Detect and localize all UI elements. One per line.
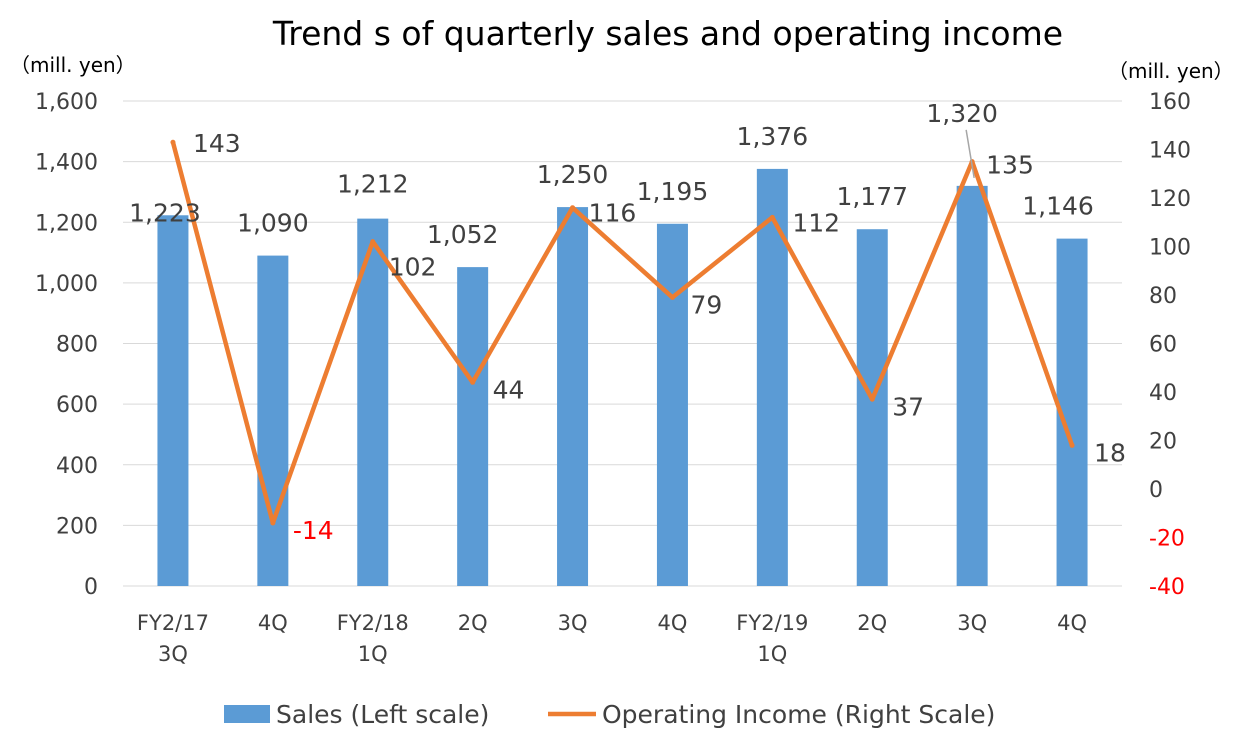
sales-data-label: 1,223	[129, 198, 201, 227]
operating-income-point	[170, 139, 176, 145]
left-tick-label: 200	[56, 514, 98, 539]
x-tick-label: 2Q	[857, 611, 887, 635]
left-tick-label: 1,600	[35, 90, 98, 115]
sales-data-label: 1,320	[926, 99, 998, 128]
operating-income-data-label: 143	[193, 129, 241, 158]
x-tick-label: FY2/19	[736, 611, 808, 635]
sales-data-label: 1,052	[427, 220, 499, 249]
sales-bar	[756, 168, 788, 586]
x-tick-label: 3Q	[558, 611, 588, 635]
sales-label-leader-line	[965, 129, 975, 178]
sales-bar	[257, 255, 289, 586]
right-tick-label: -20	[1149, 527, 1185, 552]
sales-data-label: 1,177	[836, 182, 908, 211]
chart-title: Trend s of quarterly sales and operating…	[272, 14, 1063, 53]
left-axis-unit: （mill. yen）	[10, 53, 136, 77]
operating-income-point	[1069, 442, 1075, 448]
right-tick-label: 40	[1149, 381, 1177, 406]
operating-income-point	[570, 205, 576, 211]
sales-bar	[357, 218, 389, 587]
x-tick-label: 4Q	[258, 611, 288, 635]
operating-income-data-label: 37	[892, 392, 924, 421]
right-tick-label: 60	[1149, 333, 1177, 358]
right-tick-label: 20	[1149, 430, 1177, 455]
operating-income-point	[869, 396, 875, 402]
operating-income-data-label: -14	[293, 516, 334, 545]
left-tick-label: 0	[84, 575, 98, 600]
right-tick-label: 80	[1149, 284, 1177, 309]
operating-income-point	[669, 294, 675, 300]
right-tick-label: -40	[1149, 575, 1185, 600]
operating-income-data-label: 112	[792, 208, 840, 237]
x-tick-label: 1Q	[757, 642, 787, 666]
left-tick-label: 1,400	[35, 151, 98, 176]
legend-sales-swatch	[224, 705, 270, 723]
x-tick-label: FY2/17	[137, 611, 209, 635]
operating-income-data-label: 116	[589, 199, 637, 228]
right-axis: -40 -20 0 20 40 60 80 100 120 140 160	[1149, 90, 1191, 600]
operating-income-point	[470, 379, 476, 385]
x-tick-label: 1Q	[358, 642, 388, 666]
x-tick-label: 2Q	[458, 611, 488, 635]
operating-income-point	[370, 239, 376, 245]
x-tick-label: 3Q	[957, 611, 987, 635]
x-tick-label: 4Q	[1057, 611, 1087, 635]
left-tick-label: 600	[56, 393, 98, 418]
right-tick-label: 160	[1149, 90, 1191, 115]
right-axis-unit: （mill. yen）	[1108, 59, 1234, 83]
right-tick-label: 140	[1149, 139, 1191, 164]
x-tick-label: 4Q	[658, 611, 688, 635]
sales-bar	[457, 267, 489, 586]
gridlines	[123, 100, 1122, 587]
legend-operating-income-label: Operating Income (Right Scale)	[602, 700, 995, 729]
sales-bar	[956, 185, 988, 586]
sales-bar	[656, 223, 688, 586]
right-tick-label: 0	[1149, 478, 1163, 503]
left-tick-label: 400	[56, 454, 98, 479]
sales-bar	[157, 215, 189, 586]
sales-data-label: 1,212	[337, 170, 409, 199]
operating-income-point	[270, 520, 276, 526]
operating-income-data-label: 102	[389, 253, 437, 282]
operating-income-point	[769, 214, 775, 220]
x-axis: FY2/17 3Q 4Q FY2/18 1Q 2Q 3Q 4Q FY2/19 1Q 2Q 3Q 4Q	[137, 611, 1087, 666]
sales-data-label: 1,376	[737, 122, 809, 151]
sales-data-label: 1,250	[537, 160, 609, 189]
operating-income-data-label: 44	[493, 375, 525, 404]
legend: Sales (Left scale) Operating Income (Righ…	[224, 700, 995, 729]
right-tick-label: 120	[1149, 187, 1191, 212]
bars	[157, 168, 1088, 587]
sales-bar	[557, 207, 589, 586]
operating-income-line-path	[170, 139, 1075, 526]
operating-income-data-label: 18	[1094, 438, 1126, 467]
operating-income-data-label: 79	[690, 290, 722, 319]
sales-bar	[856, 229, 888, 587]
right-tick-label: 100	[1149, 236, 1191, 261]
left-tick-label: 1,000	[35, 272, 98, 297]
legend-sales-label: Sales (Left scale)	[276, 700, 489, 729]
left-tick-label: 1,200	[35, 211, 98, 236]
data-labels: 1,223 1,090 1,212 1,052 1,250 1,195 1,376 1,177…	[129, 99, 1126, 545]
x-tick-label: 3Q	[158, 642, 188, 666]
sales-data-label: 1,146	[1022, 192, 1094, 221]
left-tick-label: 800	[56, 333, 98, 358]
sales-data-label: 1,195	[637, 177, 709, 206]
operating-income-data-label: 135	[986, 151, 1034, 180]
left-axis: 0 200 400 600 800 1,000 1,200 1,400 1,600	[35, 90, 98, 600]
operating-income-line	[170, 139, 1075, 526]
sales-data-label: 1,090	[237, 209, 309, 238]
x-tick-label: FY2/18	[337, 611, 409, 635]
